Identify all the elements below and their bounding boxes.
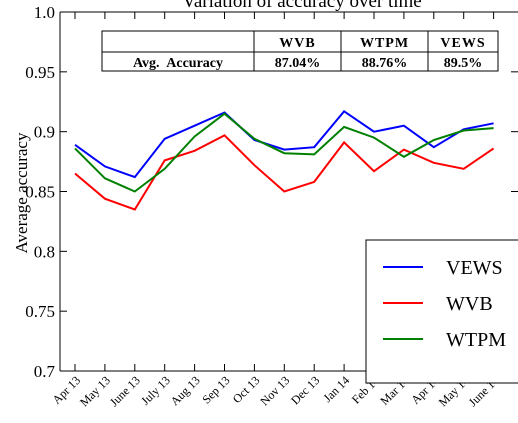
- table-value-vews: 89.5%: [444, 56, 483, 71]
- y-tick-label: 0.75: [25, 302, 55, 321]
- x-tick-label: Jan 14: [320, 373, 352, 405]
- x-tick-label: May 13: [77, 373, 113, 409]
- x-tick-label: Dec 13: [288, 373, 322, 407]
- x-tick-label: Nov 13: [257, 373, 292, 408]
- legend-box: [365, 239, 518, 384]
- y-tick-label: 1.0: [34, 3, 55, 22]
- legend-label-wvb: WVB: [446, 293, 493, 315]
- table-value-wtpm: 88.76%: [362, 56, 408, 71]
- table-header-wvb: WVB: [279, 36, 315, 51]
- table-header-wtpm: WTPM: [360, 36, 409, 51]
- x-tick-label: Oct 13: [230, 373, 263, 406]
- accuracy-table: WVB 87.04% WTPM 88.76% VEWS 89.5% Avg. Accurac…: [101, 30, 499, 72]
- y-tick-label: 0.8: [34, 242, 55, 261]
- x-tick-label: Aug 13: [168, 373, 203, 408]
- x-tick-label: Sep 13: [199, 373, 232, 406]
- series-line-wtpm: [74, 112, 494, 193]
- y-tick-label: 0.85: [25, 183, 55, 202]
- y-tick-label: 0.7: [34, 362, 56, 381]
- x-tick-label: June 13: [107, 373, 143, 409]
- table-value-wvb: 87.04%: [275, 56, 321, 71]
- y-axis-label: Average accuracy: [12, 132, 31, 253]
- y-tick-label: 0.95: [25, 63, 55, 82]
- y-tick-label: 0.9: [34, 123, 55, 142]
- x-tick-label: July 13: [138, 373, 173, 408]
- table-header-vews: VEWS: [440, 36, 485, 51]
- series-line-vews: [74, 109, 494, 179]
- legend: VEWS WVB WTPM: [365, 239, 518, 384]
- legend-label-vews: VEWS: [446, 257, 503, 279]
- table-frame: [101, 30, 499, 72]
- chart-title: Variation of accuracy over time: [182, 0, 422, 12]
- table-row-label: Avg. Accuracy: [133, 56, 223, 71]
- plot-area: [74, 109, 495, 211]
- legend-label-wtpm: WTPM: [446, 329, 506, 351]
